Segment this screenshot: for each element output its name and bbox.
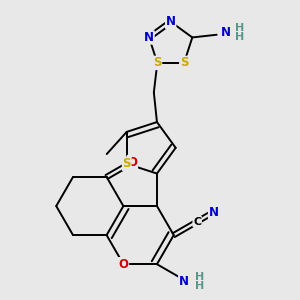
Text: N: N xyxy=(144,31,154,44)
Text: N: N xyxy=(220,26,230,39)
Text: S: S xyxy=(153,56,162,69)
Text: S: S xyxy=(122,157,131,170)
Text: C: C xyxy=(193,217,201,226)
Text: O: O xyxy=(118,258,128,271)
Text: H: H xyxy=(235,32,244,42)
Text: N: N xyxy=(208,206,219,219)
Text: H: H xyxy=(195,272,205,282)
Text: N: N xyxy=(166,15,176,28)
Text: N: N xyxy=(178,275,188,288)
Text: H: H xyxy=(195,281,205,291)
Text: S: S xyxy=(180,56,188,69)
Text: O: O xyxy=(128,156,137,169)
Text: H: H xyxy=(235,23,244,33)
